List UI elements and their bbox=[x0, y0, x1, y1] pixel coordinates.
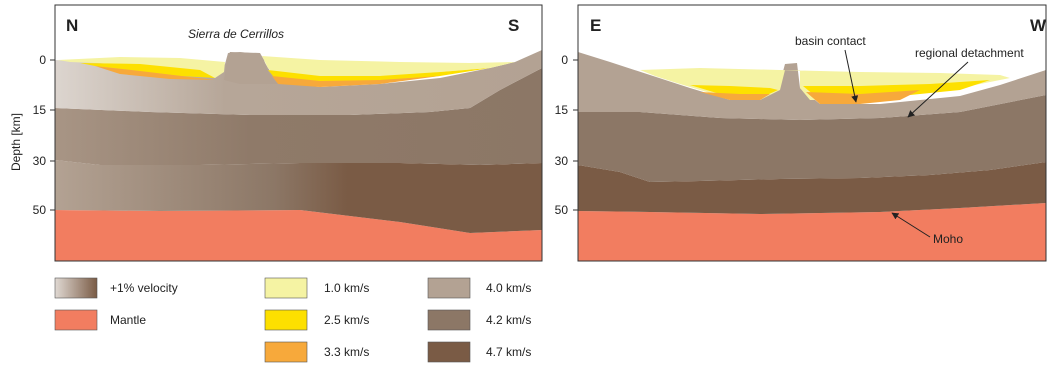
sierra-label: Sierra de Cerrillos bbox=[188, 27, 284, 41]
right-mantle-layer bbox=[578, 203, 1046, 261]
regional-detachment-arrow bbox=[907, 61, 969, 118]
legend-label: 4.0 km/s bbox=[486, 281, 531, 295]
moho-label: Moho bbox=[933, 232, 963, 246]
legend-item-3-3: 3.3 km/s bbox=[264, 341, 369, 363]
left-section-panel bbox=[55, 50, 542, 261]
moho-arrow bbox=[891, 212, 931, 238]
legend-label: 4.2 km/s bbox=[486, 313, 531, 327]
legend-label: 1.0 km/s bbox=[324, 281, 369, 295]
right-dir-w: W bbox=[1030, 16, 1047, 35]
right-tick-30: 30 bbox=[555, 154, 569, 168]
legend-label: 4.7 km/s bbox=[486, 345, 531, 359]
legend: +1% velocity Mantle 1.0 km/s 2.5 km/s 3.… bbox=[54, 277, 531, 363]
legend-item-4-2: 4.2 km/s bbox=[427, 309, 531, 331]
left-upper-crust-layer bbox=[55, 50, 542, 115]
left-sediment-1-0-right bbox=[262, 56, 515, 80]
left-sediment-2-5 bbox=[80, 63, 215, 78]
left-axis: 0 15 30 50 Depth [km] bbox=[9, 53, 55, 217]
legend-label: +1% velocity bbox=[110, 281, 178, 295]
legend-item-mantle: Mantle bbox=[54, 309, 146, 331]
right-panel-frame bbox=[577, 4, 1047, 262]
left-dir-s: S bbox=[508, 16, 519, 35]
right-sediment-3-3-b bbox=[806, 90, 920, 104]
left-tick-0: 0 bbox=[39, 53, 46, 67]
right-tick-50: 50 bbox=[555, 203, 569, 217]
right-axis: 0 15 30 50 bbox=[555, 53, 578, 217]
right-tick-15: 15 bbox=[555, 103, 569, 117]
legend-item-4-7: 4.7 km/s bbox=[427, 341, 531, 363]
left-tick-30: 30 bbox=[33, 154, 47, 168]
depth-axis-label: Depth [km] bbox=[9, 113, 23, 171]
regional-detachment-label: regional detachment bbox=[915, 46, 1024, 60]
legend-item-velocity: +1% velocity bbox=[54, 277, 178, 299]
legend-item-4-0: 4.0 km/s bbox=[427, 277, 531, 299]
left-sediment-1-0 bbox=[58, 57, 225, 78]
left-sediment-2-5-right bbox=[268, 68, 490, 84]
right-tick-0: 0 bbox=[561, 53, 568, 67]
right-lower-crust-layer bbox=[578, 162, 1046, 214]
basin-contact-label: basin contact bbox=[795, 34, 866, 48]
left-middle-crust-layer bbox=[55, 68, 542, 165]
left-sediment-3-3 bbox=[95, 66, 215, 80]
left-dir-n: N bbox=[66, 16, 78, 35]
right-sediment-3-3 bbox=[700, 92, 770, 100]
basin-contact-arrow bbox=[844, 49, 859, 103]
right-middle-crust-layer bbox=[578, 95, 1046, 182]
legend-item-1-0: 1.0 km/s bbox=[264, 277, 369, 299]
right-dir-e: E bbox=[590, 16, 601, 35]
right-upper-crust-layer bbox=[578, 52, 1046, 120]
left-lower-crust-layer bbox=[55, 160, 542, 233]
left-mantle-layer bbox=[55, 210, 542, 261]
legend-label: 2.5 km/s bbox=[324, 313, 369, 327]
left-tick-50: 50 bbox=[33, 203, 47, 217]
left-ridge bbox=[224, 52, 278, 84]
left-tick-15: 15 bbox=[33, 103, 47, 117]
legend-item-2-5: 2.5 km/s bbox=[264, 309, 369, 331]
right-section-panel bbox=[578, 52, 1046, 261]
left-panel-frame bbox=[54, 4, 543, 262]
legend-label: 3.3 km/s bbox=[324, 345, 369, 359]
left-sediment-3-3-right bbox=[272, 76, 440, 87]
legend-label: Mantle bbox=[110, 313, 146, 327]
